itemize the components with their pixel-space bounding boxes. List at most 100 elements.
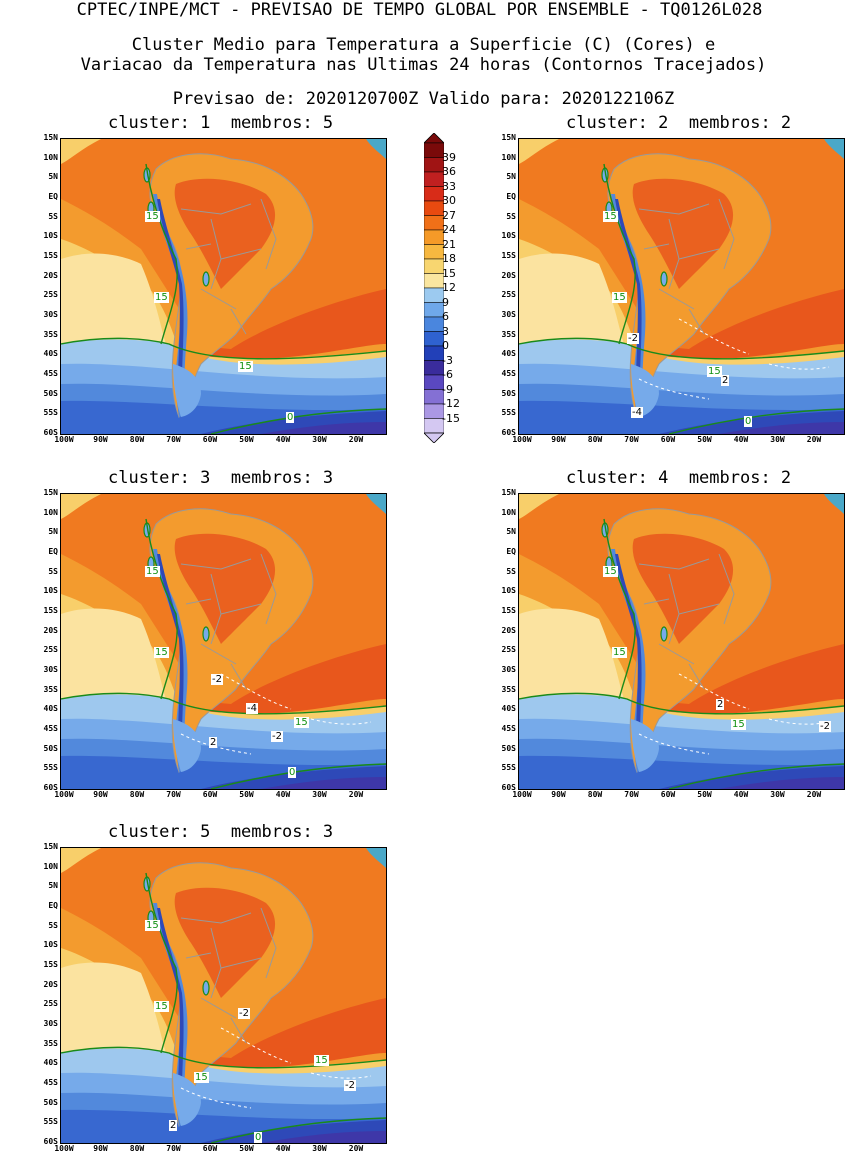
header-line-4: Previsao de: 2020120700Z Valido para: 20… [172, 89, 675, 109]
andes-cold-core [157, 554, 184, 729]
map-area: 15 15 -2 15 2 -4 0 [518, 138, 845, 435]
y-axis-tick-label: 10S [43, 231, 58, 241]
x-axis-tick-label: 70W [624, 790, 639, 799]
x-axis-tick-label: 70W [624, 435, 639, 444]
contour-label: 15 [145, 566, 160, 577]
y-axis-tick-label: 40S [43, 349, 58, 359]
map-svg [519, 139, 844, 434]
header-line-2: Cluster Medio para Temperatura a Superfi… [131, 35, 716, 55]
colorbar-swatch [423, 360, 445, 376]
cluster-panel-title: cluster: 3 membros: 3 [108, 468, 334, 488]
colorbar-swatch [423, 389, 445, 405]
y-axis-tick-label: 15S [43, 606, 58, 615]
y-axis-tick-label: 35S [43, 684, 58, 694]
country-border [688, 663, 705, 690]
y-axis-tick-label: 50S [43, 1097, 58, 1107]
contour-15-line [519, 337, 844, 360]
y-axis-tick-label: 20S [43, 625, 58, 635]
header-line-3: Variacao da Temperatura nas Ultimas 24 h… [80, 55, 767, 75]
country-border [260, 198, 277, 270]
country-border [643, 598, 670, 605]
cluster-panel-3: cluster: 3 membros: 3 15N 10N 5N EQ 5S 10S 15S 2… [24, 468, 389, 804]
patagonia-region [173, 1073, 201, 1126]
x-axis-tick-label: 60W [660, 790, 676, 799]
x-axis-tick-label: 80W [129, 790, 145, 799]
x-axis-tick-label: 30W [312, 1144, 327, 1153]
y-axis-tick-label: 20S [501, 270, 516, 280]
x-axis-tick-label: 40W [733, 435, 749, 444]
y-axis-tick-label: 5S [48, 920, 58, 930]
y-axis-tick-label: 55S [43, 1117, 58, 1127]
y-axis-tick-label: EQ [48, 192, 58, 201]
interior-hot-region [632, 533, 734, 644]
country-border [638, 203, 710, 215]
x-axis-tick-label: 60W [202, 790, 218, 799]
corner-region [824, 139, 844, 159]
header-line-1: CPTEC/INPE/MCT - PREVISAO DE TEMPO GLOBA… [76, 0, 763, 20]
y-axis-tick-label: 25S [501, 645, 516, 655]
cluster-panel-4: cluster: 4 membros: 2 15N 10N 5N EQ 5S 10S 15S 2… [482, 468, 847, 804]
patagonia-region [631, 719, 659, 772]
contour-label: 15 [707, 366, 722, 377]
x-axis-tick-label: 20W [806, 435, 822, 444]
y-axis-tick-label: 25S [43, 645, 58, 655]
contour-0-line [210, 1117, 386, 1143]
contour-15-line [603, 163, 636, 345]
contour-label: -2 [211, 674, 223, 685]
x-axis-tick-label: 70W [166, 435, 181, 444]
colorbar-swatch [423, 374, 445, 390]
colorbar-tick-label: -6 [442, 368, 453, 381]
y-axis-tick-label: 5S [506, 211, 516, 221]
y-axis-tick-label: EQ [506, 192, 516, 201]
x-axis-tick-label: 40W [275, 790, 291, 799]
temperature-band [261, 777, 386, 789]
y-axis-tick-label: 60S [501, 783, 516, 792]
temperature-band [61, 962, 166, 1053]
contour-15-line [145, 518, 178, 700]
colorbar-tick-label: 12 [442, 281, 456, 294]
x-axis-tick-label: 90W [93, 1144, 108, 1153]
y-axis-tick-label: 10N [43, 507, 58, 517]
colorbar-tick-label: 6 [442, 310, 449, 323]
y-axis-tick-label: 40S [43, 704, 58, 714]
x-axis-tick-label: 40W [275, 435, 291, 444]
temperature-band [719, 422, 844, 434]
temperature-band [519, 608, 624, 699]
y-axis-tick-label: 30S [43, 310, 58, 319]
interior-hot-region [632, 178, 734, 289]
y-axis-tick-label: 35S [501, 684, 516, 694]
country-border [678, 603, 720, 615]
y-axis-tick-label: 45S [43, 369, 58, 378]
x-axis-tick-label: 80W [129, 1144, 145, 1153]
y-axis-tick-label: 40S [43, 1058, 58, 1068]
colorbar-tick-label: 36 [442, 165, 456, 178]
y-axis-tick-label: EQ [48, 547, 58, 556]
x-axis-tick-label: 60W [202, 435, 218, 444]
contour-15-line [603, 518, 636, 700]
country-border [260, 553, 277, 625]
andes-cold-core [157, 199, 184, 374]
y-axis-tick-label: 5N [506, 527, 516, 537]
corner-region [824, 494, 844, 514]
dashed-variation-contour [678, 673, 750, 710]
contour-label: 15 [603, 211, 618, 222]
y-axis-tick-label: 40S [501, 349, 516, 359]
x-axis-tick-label: 20W [348, 1144, 364, 1153]
interior-hot-region [174, 887, 276, 998]
map-svg [519, 494, 844, 789]
colorbar-tick-label: 15 [442, 266, 456, 280]
colorbar-tick-label: 9 [442, 295, 449, 309]
y-axis-tick-label: 25S [43, 290, 58, 300]
y-axis-tick-label: 5S [48, 566, 58, 576]
x-axis-tick-label: 100W [54, 435, 74, 444]
y-axis-tick-label: 60S [43, 428, 58, 437]
colorbar-swatch [423, 200, 445, 216]
colorbar-tick-label: 39 [442, 150, 456, 164]
country-border [185, 952, 212, 959]
y-axis-tick-label: 60S [501, 428, 516, 437]
x-axis-tick-label: 30W [312, 435, 327, 444]
x-axis-tick-label: 100W [512, 435, 532, 444]
cluster-panel-1: cluster: 1 membros: 5 15N 10N 5N EQ 5S 10S 15S 2… [24, 113, 389, 449]
contour-label: 15 [238, 361, 253, 372]
y-axis-tick-label: 50S [43, 388, 58, 398]
